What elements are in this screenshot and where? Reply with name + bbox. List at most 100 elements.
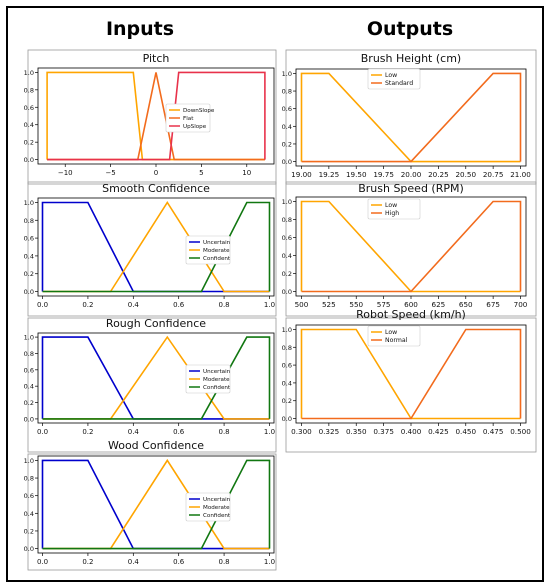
series-line-low	[300, 328, 521, 420]
y-tick-label: 0.2	[24, 399, 34, 407]
legend-label: Uncertain	[203, 240, 231, 246]
chart-title: Brush Height (cm)	[361, 52, 461, 65]
x-tick-label: −10	[58, 169, 73, 177]
x-tick-label: 0.375	[373, 427, 394, 436]
x-tick-label: 10	[242, 169, 251, 177]
panel-border	[27, 317, 277, 453]
y-tick-label: 1.0	[24, 457, 34, 465]
y-tick-label: 0.0	[24, 288, 34, 296]
y-tick-label: 0.2	[24, 139, 34, 147]
y-tick-label: 0.2	[282, 397, 292, 405]
y-tick-label: 0.0	[282, 415, 292, 423]
legend-label: Confident	[203, 513, 231, 519]
x-tick-label: 650	[459, 300, 473, 309]
chart-panel-2: Smooth Confidence 0.0 0.2 0.4 0.6 0.8 1.0 0.0 0.…	[24, 181, 277, 317]
legend-box	[367, 198, 421, 220]
plot-area	[37, 197, 275, 297]
y-tick-label: 0.0	[24, 156, 34, 164]
panel-border	[285, 317, 537, 453]
legend-box	[367, 68, 421, 90]
chart-panel-7: Robot Speed (km/h) 0.300 0.325 0.350 0.375 0.…	[282, 308, 537, 453]
series-line-low	[300, 72, 521, 163]
series-line-low	[300, 200, 521, 293]
outputs-heading: Outputs	[366, 18, 454, 40]
series-line-confident	[42, 459, 271, 550]
y-tick-label: 0.2	[24, 527, 34, 535]
panel-border	[27, 49, 277, 185]
legend-label: Low	[385, 72, 397, 79]
chart-panel-6: Brush Speed (RPM) 500 525 550 575 600 625 650 67…	[282, 181, 537, 317]
chart-title: Robot Speed (km/h)	[356, 308, 466, 321]
x-tick-label: 0.4	[128, 428, 140, 436]
y-tick-label: 0.8	[282, 344, 292, 352]
series-line-confident	[42, 201, 271, 293]
legend-label: Standard	[385, 80, 413, 87]
y-tick-label: 0.2	[282, 270, 292, 278]
series-line-high	[301, 200, 522, 293]
legend-box	[367, 325, 421, 347]
chart-panel-3: Rough Confidence 0.0 0.2 0.4 0.6 0.8 1.0 0.0 0.2…	[24, 317, 277, 453]
x-tick-label: 19.00	[291, 170, 312, 179]
x-tick-label: 19.75	[373, 170, 394, 179]
y-tick-label: 0.0	[282, 158, 292, 166]
chart-panel-5: Brush Height (cm) 19.00 19.25 19.50 19.75 20.…	[282, 49, 537, 185]
y-tick-label: 0.8	[24, 350, 34, 358]
x-tick-label: 0.4	[128, 301, 140, 309]
y-tick-label: 0.4	[282, 123, 292, 131]
x-tick-label: 525	[322, 300, 336, 309]
x-tick-label: 1.0	[264, 558, 275, 566]
y-tick-label: 0.8	[24, 86, 34, 94]
x-tick-label: −5	[105, 169, 115, 177]
legend-label: Uncertain	[203, 369, 231, 375]
x-tick-label: 0.450	[455, 427, 476, 436]
y-tick-label: 0.6	[24, 104, 34, 112]
legend-label: DownSlope	[183, 108, 215, 114]
x-tick-label: 0.2	[82, 558, 93, 566]
legend-label: Low	[385, 329, 397, 336]
x-tick-label: 1.0	[264, 301, 275, 309]
y-tick-label: 0.8	[282, 216, 292, 224]
legend-label: Flat	[183, 116, 194, 122]
x-tick-label: 0.2	[82, 428, 93, 436]
chart-title: Brush Speed (RPM)	[358, 182, 464, 195]
x-tick-label: 0.8	[219, 301, 230, 309]
y-tick-label: 0.4	[24, 252, 34, 260]
y-tick-label: 0.6	[282, 362, 292, 370]
x-tick-label: 500	[295, 300, 309, 309]
x-tick-label: 0.6	[173, 301, 185, 309]
y-tick-label: 0.6	[24, 492, 34, 500]
legend-label: Uncertain	[203, 497, 231, 503]
series-line-standard	[301, 72, 522, 163]
legend-label: Confident	[203, 385, 231, 391]
x-tick-label: 0.475	[483, 427, 504, 436]
y-tick-label: 0.2	[282, 140, 292, 148]
plot-area	[37, 67, 275, 165]
y-tick-label: 0.8	[24, 475, 34, 483]
y-tick-label: 0.4	[282, 252, 292, 260]
y-tick-label: 1.0	[24, 334, 34, 342]
x-tick-label: 0	[154, 169, 158, 177]
y-tick-label: 0.0	[282, 288, 292, 296]
legend-box	[185, 492, 231, 522]
legend-label: Moderate	[203, 377, 230, 383]
chart-title: Pitch	[143, 52, 170, 65]
x-tick-label: 550	[349, 300, 363, 309]
y-tick-label: 0.6	[282, 105, 292, 113]
plot-area	[37, 455, 275, 554]
x-tick-label: 0.0	[37, 428, 48, 436]
x-tick-label: 20.50	[455, 170, 476, 179]
legend-label: Moderate	[203, 248, 230, 254]
y-tick-label: 0.4	[24, 383, 34, 391]
x-tick-label: 575	[377, 300, 391, 309]
chart-panel-4: Wood Confidence 0.0 0.2 0.4 0.6 0.8 1.0 0.0 0.2 0…	[24, 439, 277, 571]
x-tick-label: 0.350	[346, 427, 367, 436]
y-tick-label: 0.6	[24, 235, 34, 243]
x-tick-label: 0.425	[428, 427, 449, 436]
x-tick-label: 21.00	[510, 170, 531, 179]
legend-label: Confident	[203, 256, 231, 262]
legend-box	[185, 364, 231, 394]
series-line-normal	[301, 328, 522, 420]
x-tick-label: 19.25	[319, 170, 340, 179]
y-tick-label: 0.2	[24, 270, 34, 278]
